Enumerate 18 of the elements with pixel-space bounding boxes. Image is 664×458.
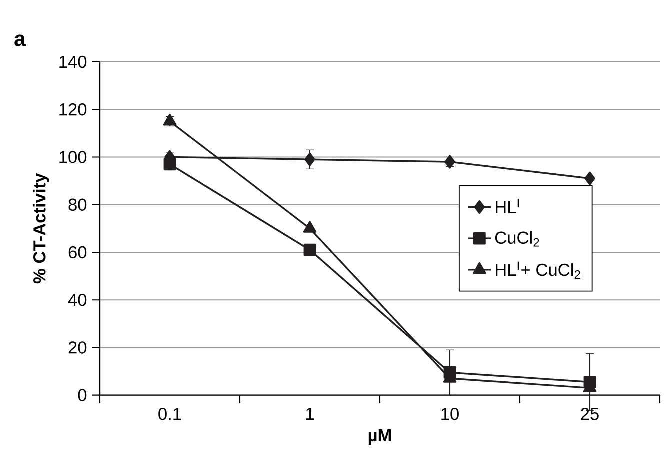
- x-tick-label: 10: [442, 408, 459, 420]
- text: a: [14, 34, 26, 46]
- y-tick-label: 120: [60, 103, 87, 116]
- y-axis-title: % CT-Activity: [33, 173, 50, 284]
- y-tick-label: 40: [68, 294, 87, 306]
- legend-label: HL$^{I}$: [496, 199, 520, 214]
- x-tick-label: 1: [306, 408, 314, 420]
- y-tick-label: 60: [68, 246, 87, 259]
- y-tick-label: 0: [78, 389, 87, 402]
- legend-label: CuCl$_{2}$: [495, 231, 540, 247]
- legend-label: HL$^{I}$+ CuCl$_{2}$: [496, 262, 580, 279]
- x-tick-label: 25: [581, 408, 599, 420]
- x-axis-title: µM: [368, 429, 392, 445]
- y-tick-label: 20: [68, 342, 87, 354]
- x-tick-label: 0.1: [158, 408, 182, 420]
- y-tick-label: 140: [60, 56, 87, 68]
- y-tick-label: 80: [68, 198, 87, 211]
- y-tick-label: 100: [60, 151, 87, 164]
